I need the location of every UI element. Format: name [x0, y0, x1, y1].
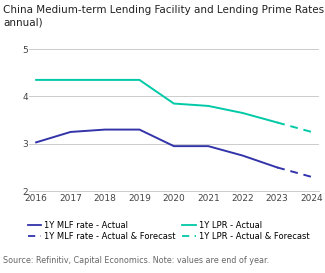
Text: China Medium-term Lending Facility and Lending Prime Rates (%,
annual): China Medium-term Lending Facility and L…: [3, 5, 325, 28]
Legend: 1Y MLF rate - Actual, 1Y MLF rate - Actual & Forecast, 1Y LPR - Actual, 1Y LPR -: 1Y MLF rate - Actual, 1Y MLF rate - Actu…: [28, 221, 310, 241]
Text: Source: Refinitiv, Capital Economics. Note: values are end of year.: Source: Refinitiv, Capital Economics. No…: [3, 256, 269, 265]
